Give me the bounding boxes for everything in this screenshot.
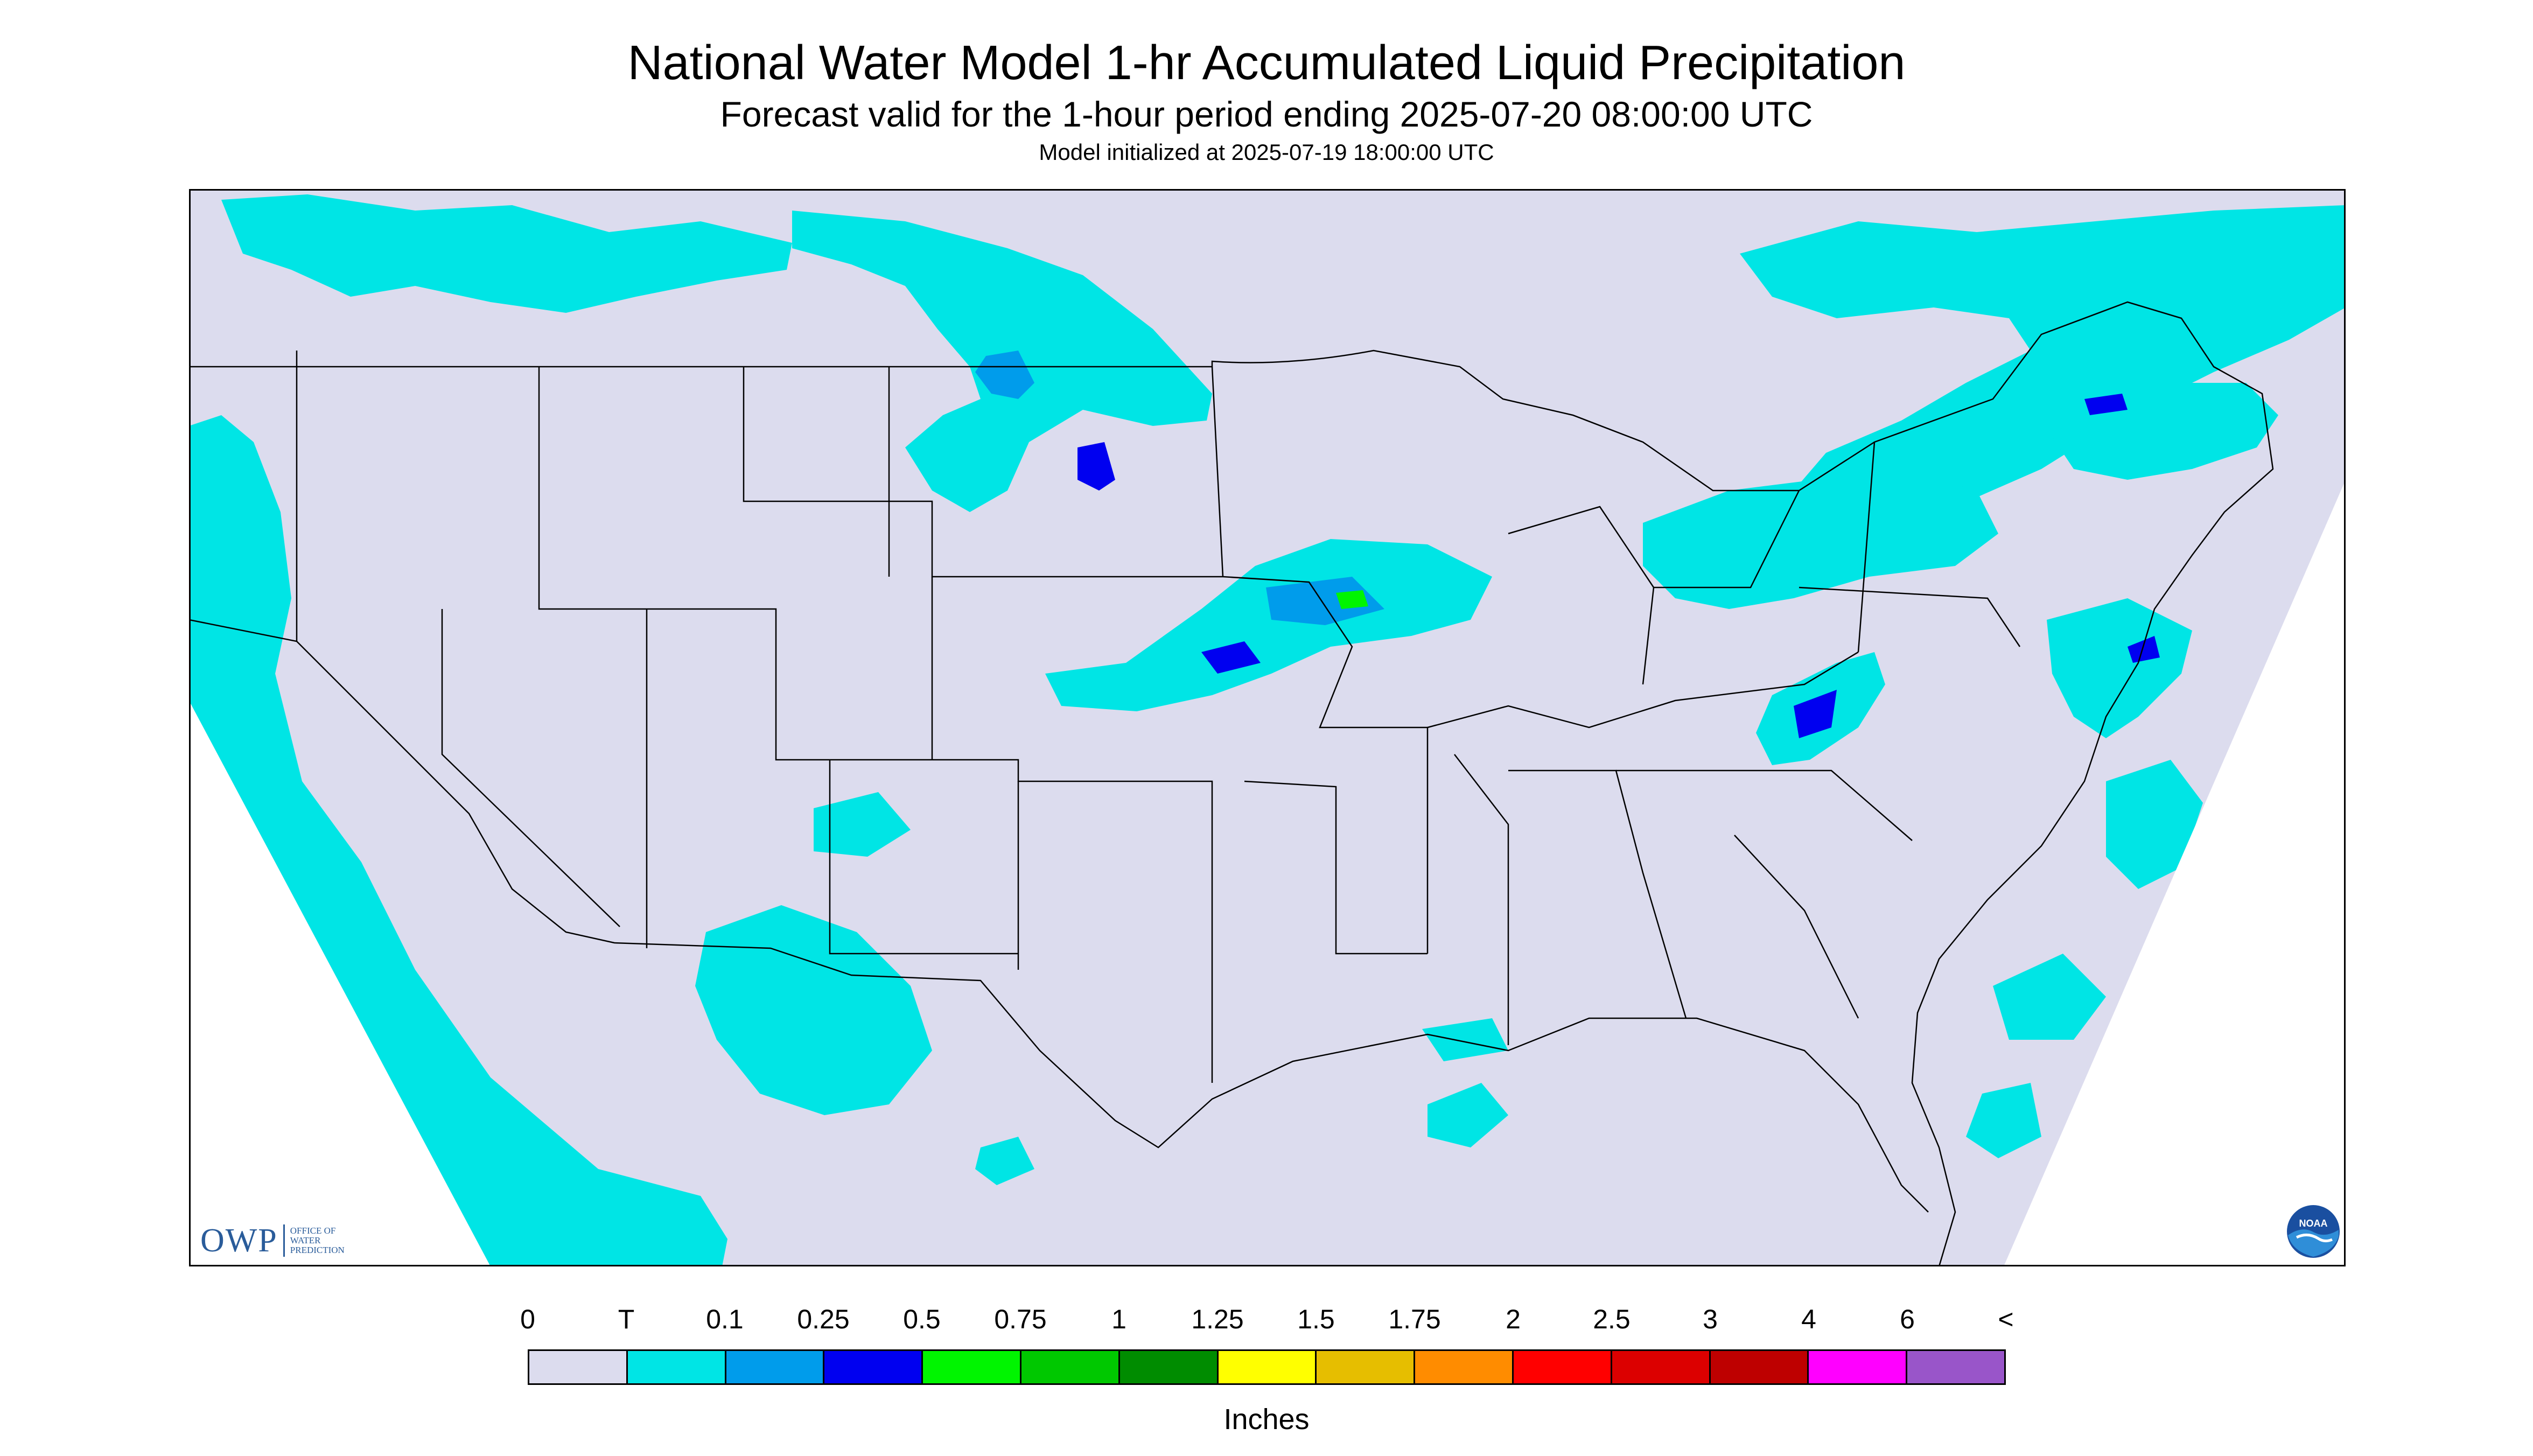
legend-swatch	[824, 1351, 923, 1383]
atlantic-coast-precip-area	[2106, 760, 2203, 889]
northeast-heavy-core	[2128, 636, 2160, 663]
legend-label: 2.5	[1593, 1304, 1631, 1334]
legend-label: 0.5	[903, 1304, 941, 1334]
legend-swatch	[1021, 1351, 1120, 1383]
texas-precip-area	[975, 1137, 1034, 1185]
legend-label: 1.25	[1191, 1304, 1244, 1334]
nebraska-heavy-core	[1266, 577, 1384, 625]
northwest-precip-area	[221, 194, 792, 313]
legend-swatch	[1119, 1351, 1219, 1383]
legend-label: 0.1	[706, 1304, 744, 1334]
model-init-time: Model initialized at 2025-07-19 18:00:00…	[1039, 139, 1494, 165]
owp-logo: OWP Office of Water Prediction	[200, 1221, 345, 1260]
legend-swatch	[923, 1351, 1021, 1383]
legend-label: 6	[1900, 1304, 1915, 1334]
west-virginia-heavy-core	[1794, 690, 1837, 738]
legend-label: 4	[1801, 1304, 1816, 1334]
central-plains-precip-area	[1045, 539, 1492, 711]
map-subtitle: Forecast valid for the 1-hour period end…	[720, 94, 1813, 134]
legend-swatch	[627, 1351, 726, 1383]
legend-label: 0.25	[797, 1304, 850, 1334]
owp-logo-line-2: Water	[290, 1235, 321, 1245]
legend-swatch	[726, 1351, 825, 1383]
iowa-max-core	[1336, 590, 1368, 609]
owp-logo-text: Office of Water Prediction	[290, 1226, 345, 1255]
legend-labels: 0 T 0.1 0.25 0.5 0.75 1 1.25 1.5 1.75 2 2.5 3 4 6 <	[506, 1303, 2057, 1341]
legend-swatch	[1513, 1351, 1612, 1383]
legend-swatch	[1710, 1351, 1809, 1383]
gulf-precip-area	[1428, 1083, 1508, 1147]
legend-label: 1	[1111, 1304, 1126, 1334]
legend-label: <	[1998, 1304, 2014, 1334]
legend-swatch	[1612, 1351, 1711, 1383]
north-dakota-heavy-core	[975, 351, 1034, 399]
legend-color-bar	[528, 1349, 2006, 1385]
quebec-heavy-core	[2084, 394, 2128, 415]
colorado-precip-area	[814, 792, 911, 857]
noaa-logo: NOAA	[2287, 1205, 2340, 1258]
northeast-canada-precip-area	[1740, 205, 2346, 534]
southwest-precip-area	[695, 905, 932, 1115]
owp-logo-letters: OWP	[200, 1222, 278, 1259]
legend-label: 1.75	[1388, 1304, 1441, 1334]
map-frame	[189, 189, 2346, 1266]
owp-logo-divider	[283, 1224, 285, 1257]
atlantic-offshore-precip-area	[1993, 954, 2106, 1040]
north-dakota-max-core	[1077, 442, 1115, 491]
map-title: National Water Model 1-hr Accumulated Li…	[627, 36, 1906, 90]
owp-logo-line-1: Office of	[290, 1226, 336, 1236]
legend-swatch	[529, 1351, 628, 1383]
legend-swatch	[1809, 1351, 1908, 1383]
mid-atlantic-precip-area	[2047, 598, 2192, 738]
atlantic-south-precip-area	[1966, 1083, 2041, 1158]
state-boundaries	[189, 301, 2274, 1266]
legend-label: 3	[1703, 1304, 1718, 1334]
louisiana-precip-area	[1422, 1018, 1508, 1061]
precipitation-map: OWP Office of Water Prediction NOAA	[189, 189, 2346, 1266]
legend-swatch	[1415, 1351, 1514, 1383]
legend-swatch	[1218, 1351, 1317, 1383]
legend-label: 0.75	[994, 1304, 1047, 1334]
great-lakes-precip-area	[1643, 469, 1998, 609]
legend-label: T	[618, 1304, 635, 1334]
legend-label: 1.5	[1297, 1304, 1335, 1334]
legend-label: 2	[1506, 1304, 1521, 1334]
kansas-heavy-core	[1201, 641, 1261, 674]
legend-swatch	[1317, 1351, 1416, 1383]
owp-logo-line-3: Prediction	[290, 1245, 345, 1255]
legend-label: 0	[520, 1304, 535, 1334]
legend-swatch	[1907, 1351, 2004, 1383]
noaa-logo-text: NOAA	[2299, 1218, 2328, 1229]
legend-units: Inches	[1223, 1403, 1310, 1436]
